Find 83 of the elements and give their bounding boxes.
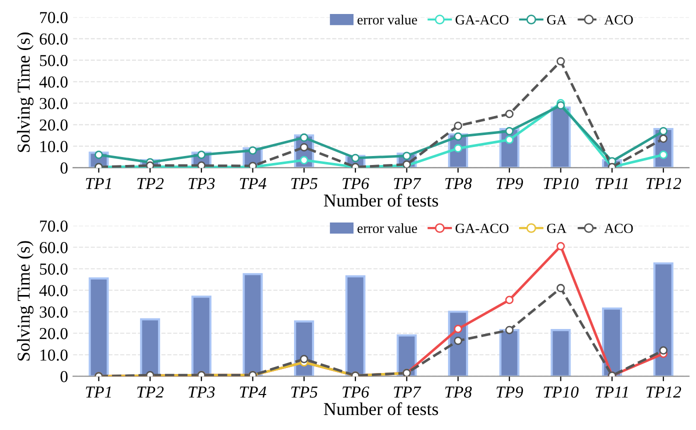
point	[659, 126, 668, 136]
point	[505, 296, 514, 304]
x-tick-label: TP7	[394, 386, 422, 398]
y-tick-label: 60.0	[40, 33, 68, 45]
bar	[653, 262, 674, 376]
x-tick-label: TP3	[188, 386, 215, 398]
x-axis-title: Number of tests	[324, 402, 438, 416]
point	[505, 126, 514, 136]
point	[505, 326, 514, 334]
point	[659, 150, 668, 159]
point	[94, 150, 103, 159]
point	[300, 156, 308, 164]
point	[300, 133, 308, 142]
x-tick-label: TP1	[86, 386, 111, 398]
y-tick-label: 10.0	[40, 140, 68, 152]
y-tick-label: 0	[60, 162, 68, 174]
point	[454, 336, 462, 345]
x-tick-label: TP10	[544, 386, 579, 398]
bar	[550, 328, 571, 376]
x-tick-label: TP2	[137, 386, 164, 398]
point	[454, 324, 462, 334]
y-axis-title: Solving Time (s)	[17, 241, 34, 360]
bar	[550, 106, 571, 168]
x-tick-label: TP8	[445, 178, 472, 190]
y-tick-label: 70.0	[40, 220, 68, 232]
x-tick-label: TP11	[596, 386, 628, 398]
point	[505, 110, 514, 118]
legend-label: ACO	[604, 224, 633, 234]
bar	[499, 328, 520, 376]
legend-label: GA-ACO	[456, 15, 508, 25]
legend-label: GA-ACO	[456, 224, 508, 234]
y-tick-label: 0	[60, 370, 68, 382]
bar	[88, 277, 109, 376]
x-tick-label: TP1	[86, 178, 111, 189]
legend-label: error value	[358, 223, 418, 234]
x-tick-label: TP5	[291, 178, 318, 190]
bar	[602, 307, 622, 376]
x-axis-title: Number of tests	[324, 194, 438, 207]
bar	[345, 275, 366, 376]
legend-label: GA	[547, 15, 566, 25]
y-tick-label: 50.0	[40, 54, 68, 66]
x-tick-label: TP6	[342, 386, 370, 398]
point	[659, 134, 668, 143]
y-tick-label: 40.0	[39, 76, 68, 88]
x-tick-label: TP7	[394, 178, 422, 189]
point	[556, 101, 565, 110]
y-tick-label: 30.0	[40, 98, 68, 110]
x-tick-label: TP2	[137, 178, 164, 189]
x-tick-label: TP4	[240, 178, 266, 189]
point	[659, 346, 668, 355]
x-tick-label: TP11	[596, 178, 628, 189]
x-tick-label: TP12	[646, 386, 682, 398]
point	[556, 242, 565, 250]
x-tick-label: TP6	[342, 178, 370, 190]
point	[556, 284, 565, 292]
x-tick-label: TP12	[646, 178, 682, 189]
y-tick-label: 10.0	[40, 349, 68, 361]
y-tick-label: 40.0	[39, 284, 68, 296]
bar	[242, 273, 263, 376]
x-tick-label: TP4	[240, 386, 266, 398]
bar	[140, 318, 160, 376]
x-tick-label: TP3	[188, 178, 215, 190]
point	[454, 132, 462, 141]
y-tick-label: 70.0	[40, 12, 68, 24]
x-tick-label: TP9	[496, 178, 524, 190]
x-tick-label: TP9	[496, 386, 524, 398]
x-tick-label: TP5	[291, 386, 318, 398]
legend-label: ACO	[604, 15, 633, 25]
x-tick-label: TP8	[445, 386, 472, 398]
legend-label: error value	[358, 14, 418, 25]
y-tick-label: 50.0	[40, 263, 68, 275]
point	[505, 136, 514, 144]
y-tick-label: 20.0	[40, 328, 68, 340]
x-tick-label: TP10	[544, 178, 579, 190]
point	[556, 57, 565, 66]
point	[248, 146, 257, 155]
y-axis-title: Solving Time (s)	[17, 32, 34, 152]
y-tick-label: 60.0	[40, 242, 68, 254]
y-tick-label: 30.0	[40, 306, 68, 318]
y-tick-label: 20.0	[40, 119, 68, 131]
point	[454, 122, 462, 130]
legend-label: GA	[547, 224, 566, 234]
point	[300, 354, 308, 364]
